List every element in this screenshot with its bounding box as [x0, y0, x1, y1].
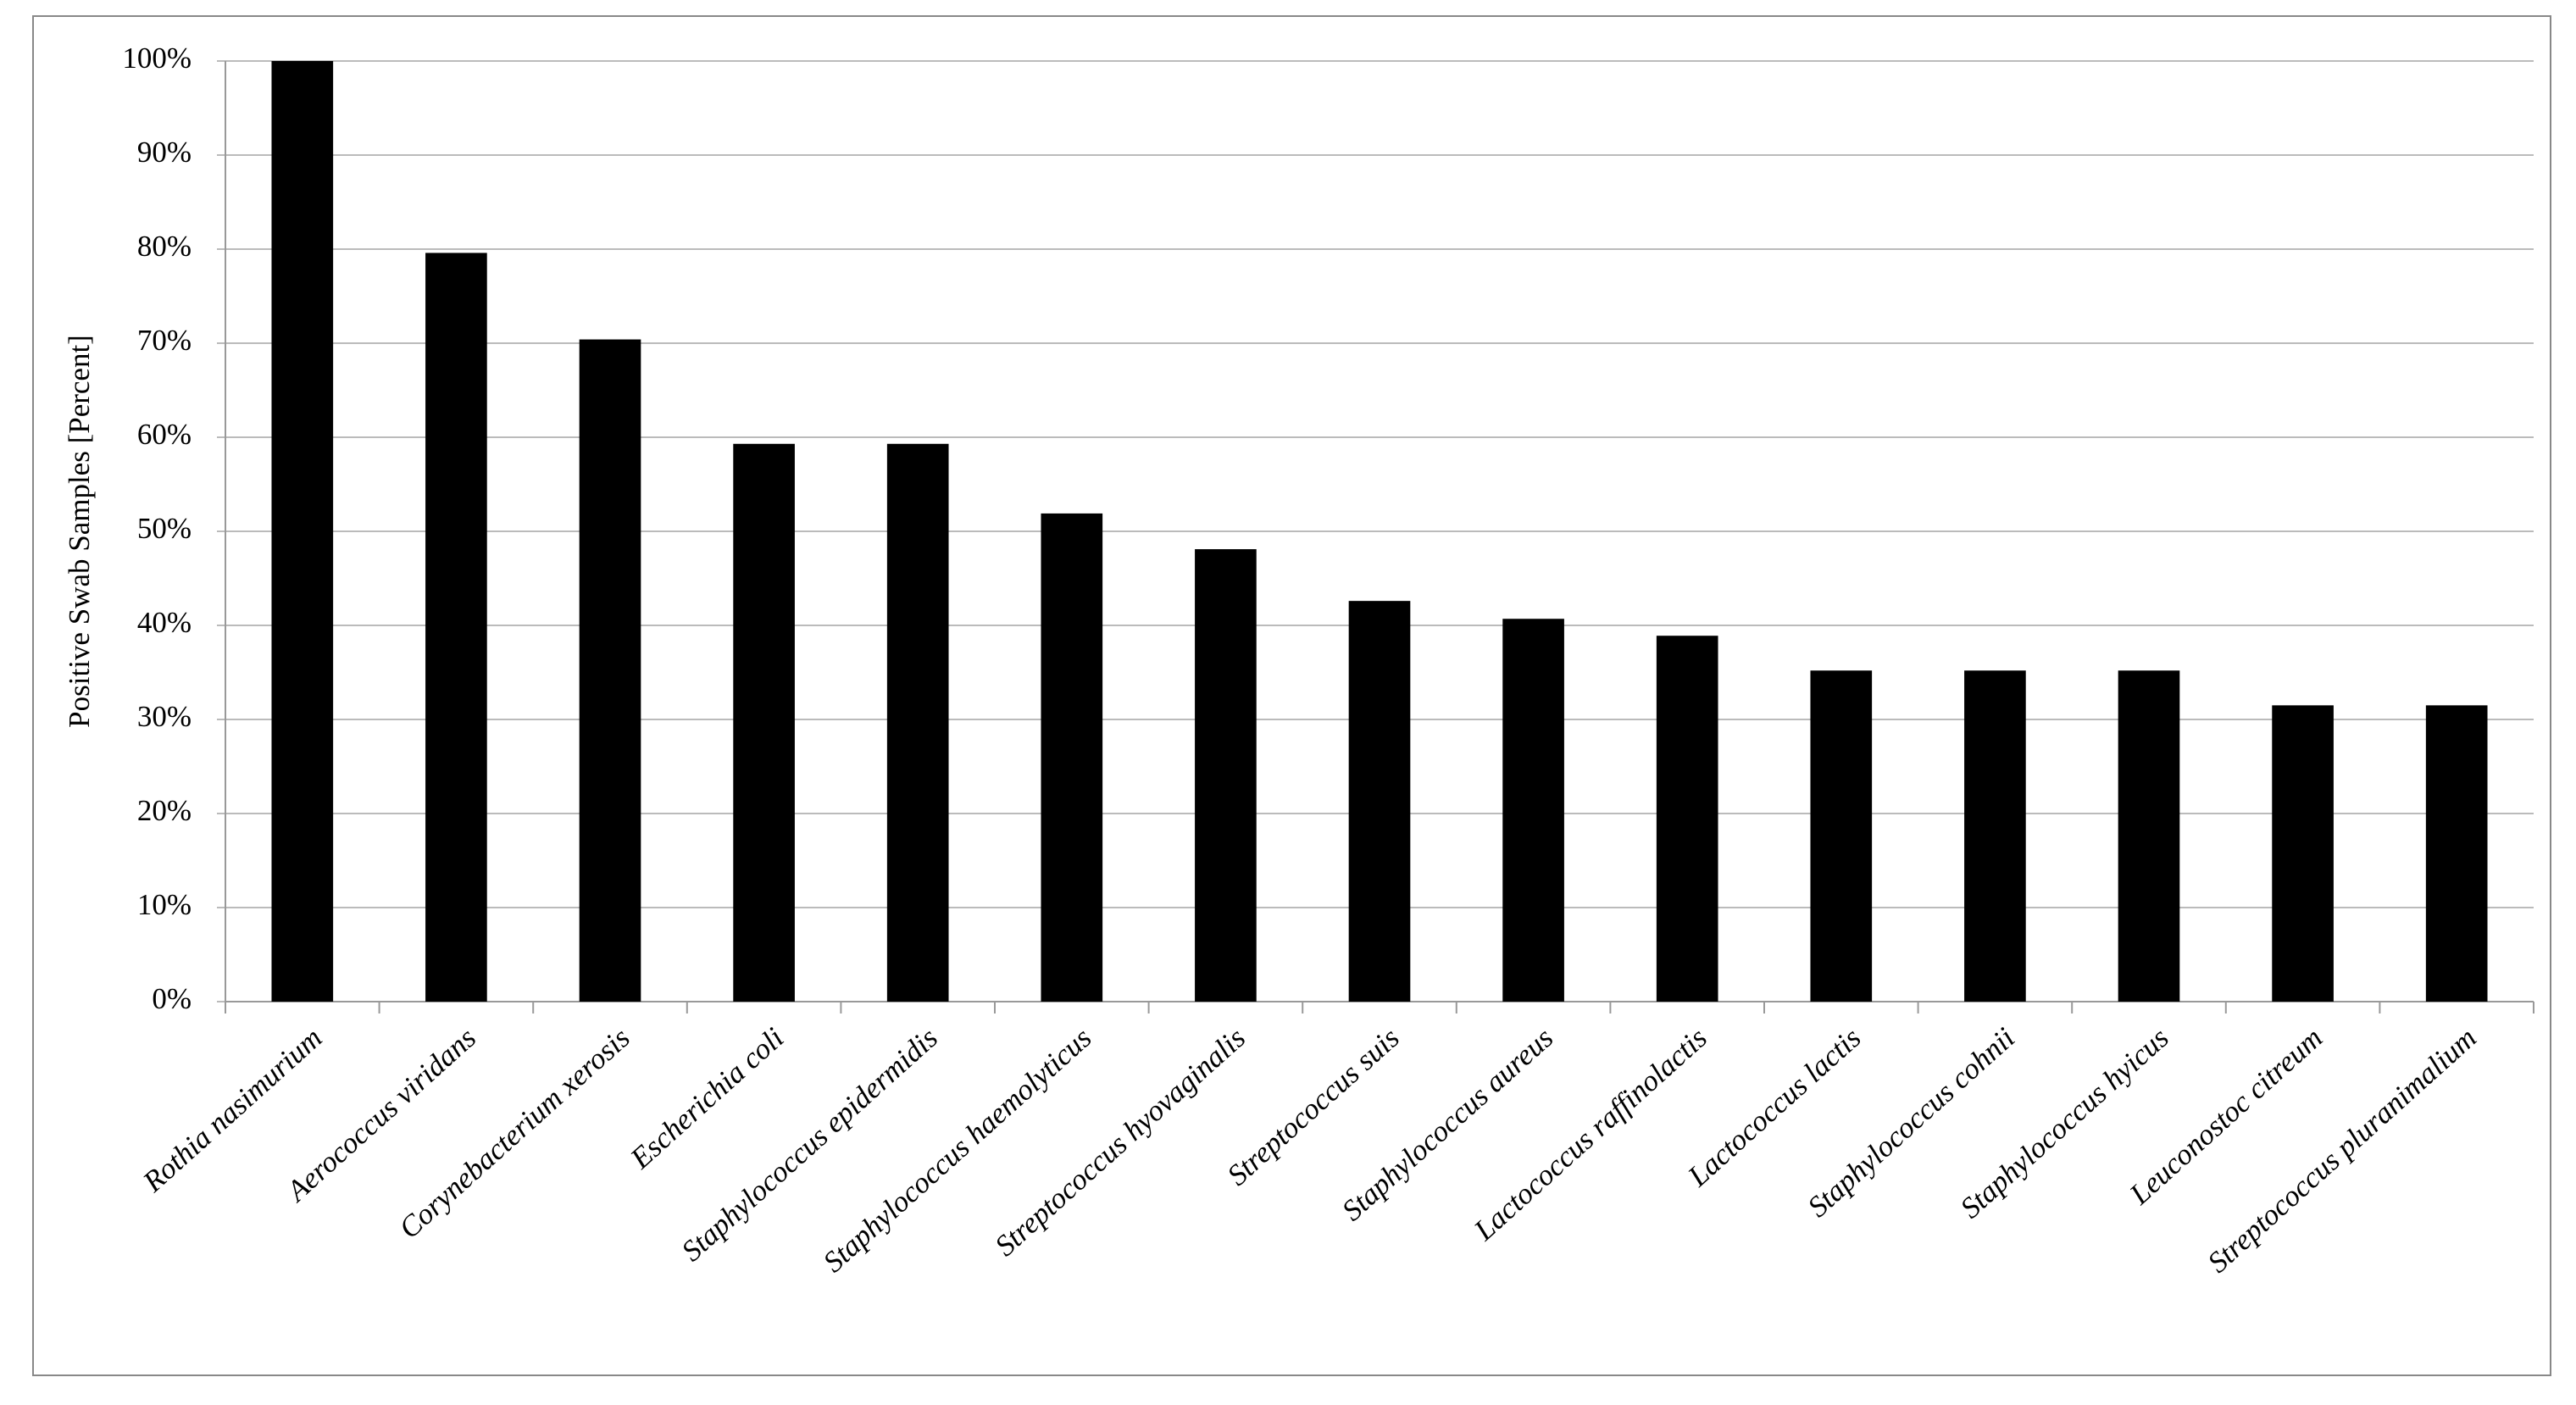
bar — [733, 443, 795, 1002]
y-tick-label: 70% — [137, 324, 192, 357]
bar — [425, 253, 487, 1002]
bar — [2118, 670, 2180, 1002]
y-tick-label: 20% — [137, 794, 192, 827]
y-tick-label: 100% — [122, 42, 192, 75]
y-tick-label: 60% — [137, 418, 192, 451]
bar — [1041, 513, 1103, 1002]
bar — [1810, 670, 1873, 1002]
bar — [1348, 601, 1411, 1002]
y-axis-label: Positive Swab Samples [Percent] — [63, 335, 96, 728]
y-tick-label: 30% — [137, 700, 192, 733]
y-tick-label: 0% — [152, 982, 192, 1015]
y-tick-label: 10% — [137, 888, 192, 921]
bar — [1502, 619, 1564, 1002]
bar — [886, 443, 949, 1002]
bar — [271, 61, 334, 1002]
bar — [2425, 705, 2488, 1002]
y-tick-label: 80% — [137, 230, 192, 263]
y-tick-label: 40% — [137, 606, 192, 639]
bar — [579, 339, 641, 1002]
bar — [1964, 670, 2026, 1002]
bar — [1656, 636, 1718, 1002]
y-tick-label: 50% — [137, 512, 192, 545]
bar — [2272, 705, 2334, 1002]
y-tick-label: 90% — [137, 136, 192, 169]
bar — [1195, 549, 1257, 1002]
